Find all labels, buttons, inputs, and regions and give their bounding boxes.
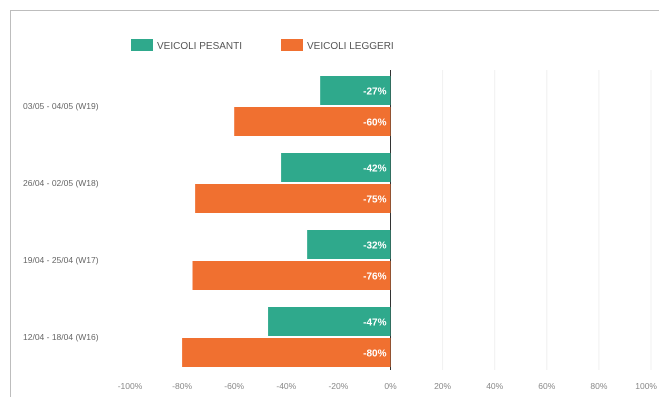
gridlines [390,70,652,370]
x-tick-label: 100% [635,381,657,391]
legend-swatch [281,39,303,51]
data-label: -60% [363,118,386,129]
bar-leggeri-1 [195,184,391,213]
x-tick-label: 80% [590,381,607,391]
frame-border-top [10,10,659,11]
x-tick-label: -40% [276,381,296,391]
bars [182,76,391,367]
legend-label: VEICOLI LEGGERI [307,41,394,52]
category-labels: 03/05 - 04/05 (W19) 26/04 - 02/05 (W18) 19… [23,101,99,342]
data-label: -47% [363,318,386,329]
bar-pesanti-3 [268,307,391,336]
data-label: -32% [363,241,386,252]
category-label: 03/05 - 04/05 (W19) [23,101,99,111]
data-label: -80% [363,349,386,360]
x-tick-label: -100% [118,381,143,391]
legend: VEICOLI PESANTI VEICOLI LEGGERI [131,39,394,52]
bar-leggeri-0 [234,107,391,136]
x-tick-label: 60% [538,381,555,391]
category-label: 26/04 - 02/05 (W18) [23,178,99,188]
bar-pesanti-1 [281,153,391,182]
category-label: 12/04 - 18/04 (W16) [23,332,99,342]
legend-swatch [131,39,153,51]
data-label: -75% [363,195,386,206]
data-label: -76% [363,272,386,283]
data-label: -27% [363,87,386,98]
legend-label: VEICOLI PESANTI [157,41,242,52]
frame-border-left [10,10,11,397]
x-tick-label: -60% [224,381,244,391]
x-tick-labels: -100% -80% -60% -40% -20% 0% 20% 40% 60% 80% 100% [118,381,658,391]
x-tick-label: 40% [486,381,503,391]
x-tick-label: 20% [434,381,451,391]
bar-leggeri-2 [192,261,391,290]
x-tick-label: -20% [328,381,348,391]
category-label: 19/04 - 25/04 (W17) [23,255,99,265]
bar-pesanti-0 [320,76,391,105]
bar-leggeri-3 [182,338,391,367]
data-labels: -27% -60% -42% -75% -32% -76% -47% -80% [363,87,386,360]
data-label: -42% [363,164,386,175]
bar-pesanti-2 [307,230,391,259]
x-tick-label: -80% [172,381,192,391]
x-tick-label: 0% [384,381,397,391]
